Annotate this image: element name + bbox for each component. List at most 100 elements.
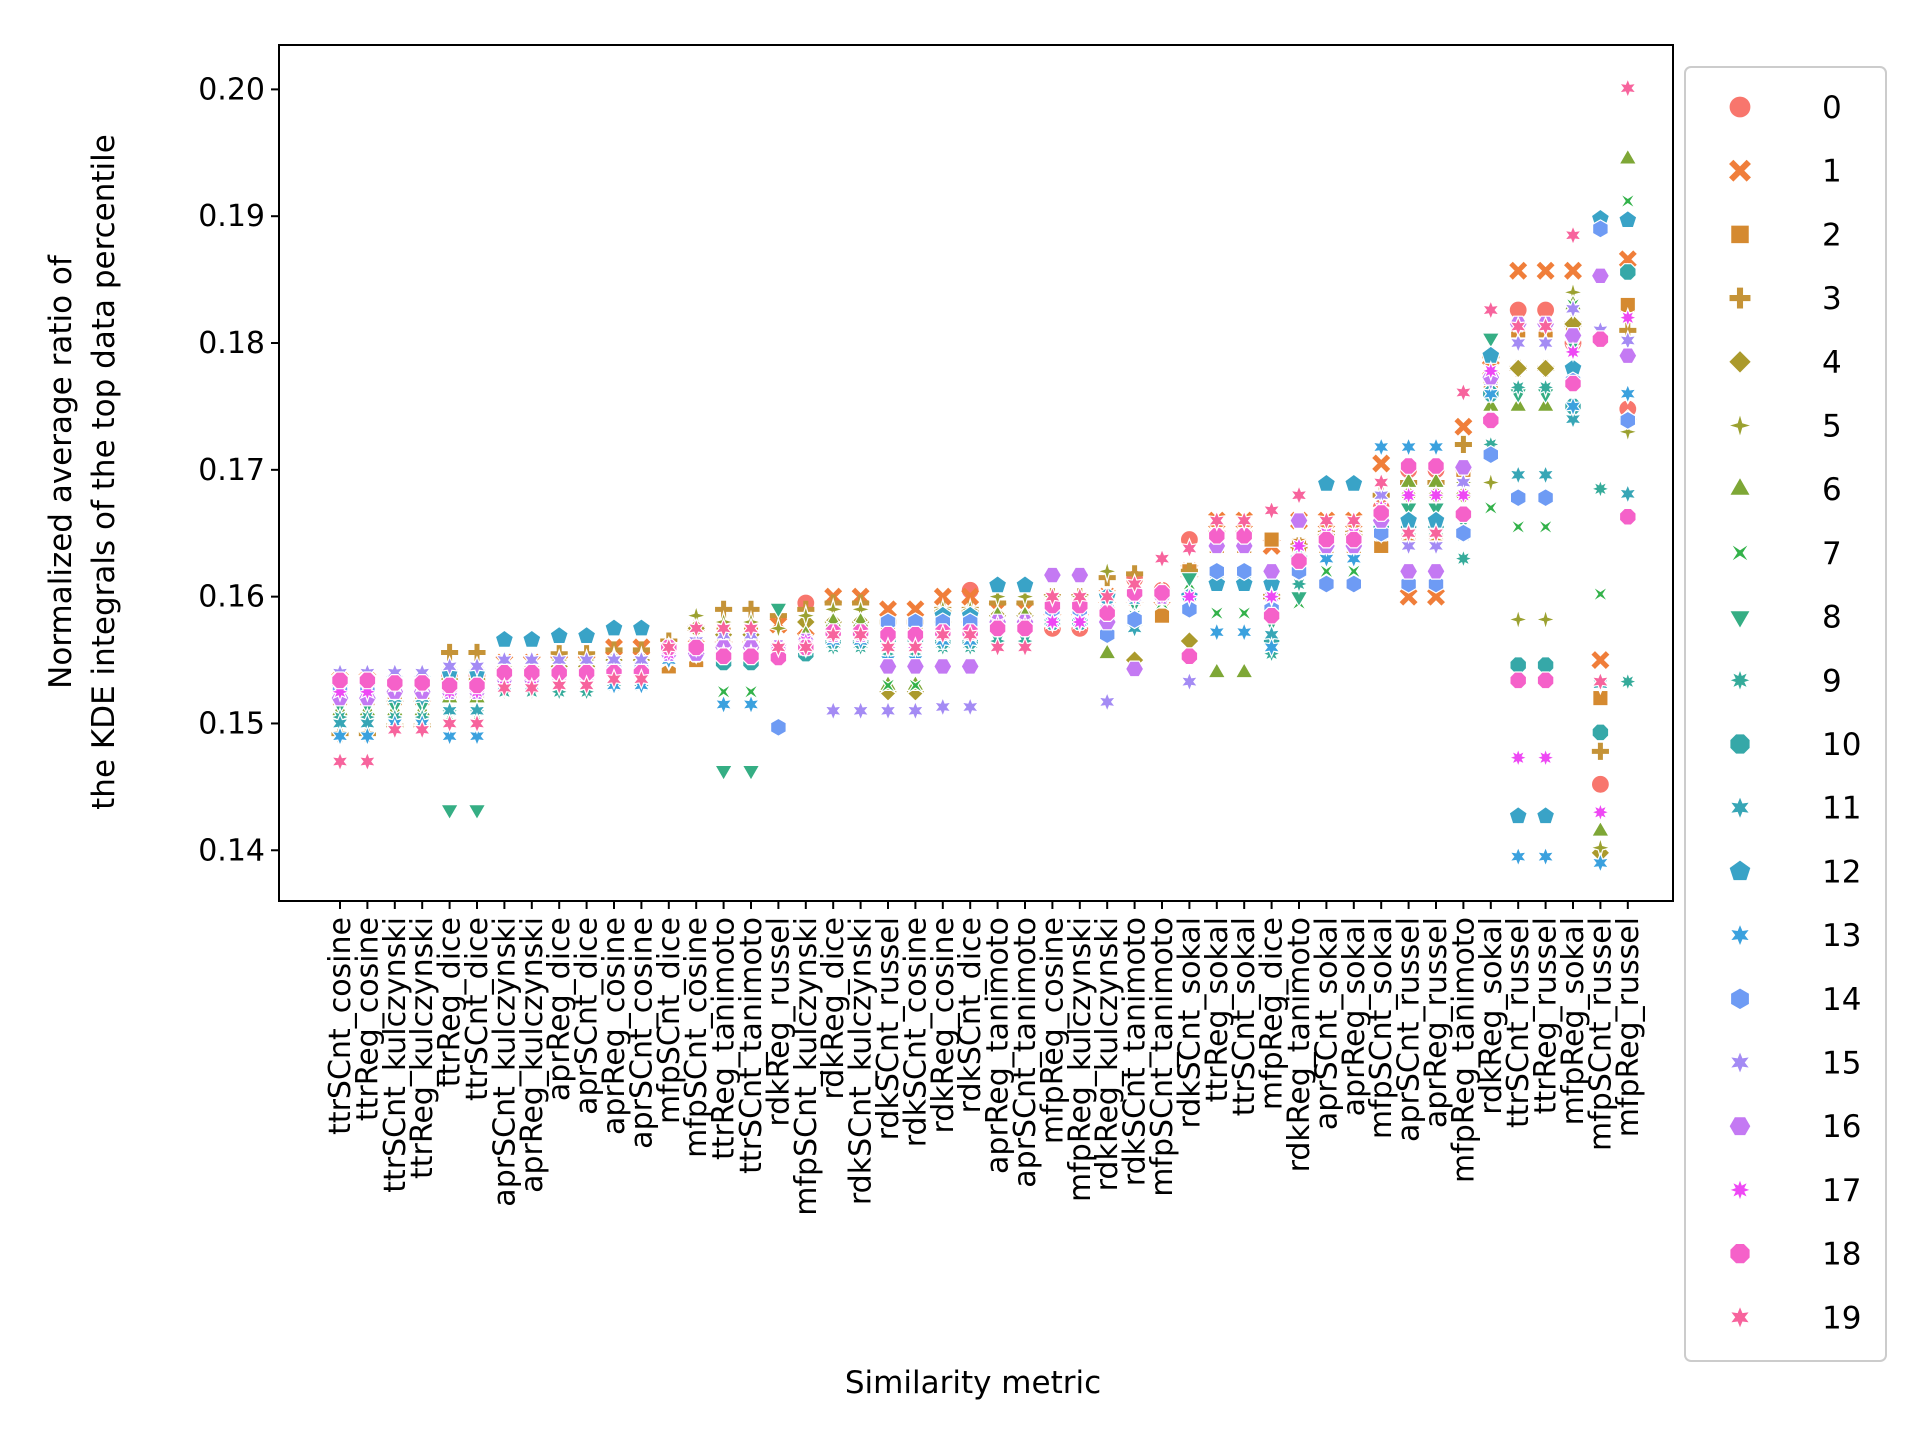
x-tick-label: mfpSCnt_tanimoto xyxy=(1145,917,1180,1197)
x-tick-label: mfpSCnt_russel xyxy=(1583,917,1618,1151)
data-point xyxy=(1345,574,1363,594)
data-point xyxy=(768,602,789,620)
data-point xyxy=(1208,604,1225,622)
data-point xyxy=(687,638,706,657)
legend-marker xyxy=(1728,794,1752,821)
x-tick-label: mfpSCnt_cosine xyxy=(679,917,714,1158)
data-point xyxy=(576,625,597,645)
data-point xyxy=(467,725,487,748)
y-tick-label: 0.14 xyxy=(198,833,265,868)
x-tick-label: ttrSCnt_kulczynski xyxy=(378,917,413,1193)
data-point xyxy=(1590,670,1610,693)
data-point xyxy=(1207,509,1227,532)
legend-label: 17 xyxy=(1822,1173,1861,1209)
legend-marker xyxy=(1728,475,1752,496)
data-point xyxy=(1070,566,1090,584)
data-point xyxy=(1536,332,1556,355)
legend-label: 14 xyxy=(1822,982,1861,1018)
data-point xyxy=(1069,611,1091,633)
data-point xyxy=(549,625,569,645)
data-point xyxy=(1481,332,1501,349)
data-point xyxy=(549,674,569,697)
data-point xyxy=(960,657,980,675)
data-point xyxy=(1507,358,1529,379)
data-point xyxy=(933,623,953,646)
data-point xyxy=(1563,297,1583,320)
x-tick-label: aprSCnt_dice xyxy=(570,917,605,1115)
data-point xyxy=(1371,436,1391,459)
data-point xyxy=(933,695,953,718)
legend-marker xyxy=(1728,1304,1752,1331)
y-axis-title: Normalized average ratio of the KDE inte… xyxy=(43,134,122,810)
data-point xyxy=(1288,573,1310,595)
data-point xyxy=(1453,458,1474,476)
x-tick-label: mfpSCnt_dice xyxy=(652,917,687,1124)
legend-item: 2 xyxy=(1730,217,1842,253)
data-point xyxy=(796,636,816,659)
data-point xyxy=(1562,341,1584,363)
data-point xyxy=(1234,573,1254,593)
legend-label: 7 xyxy=(1822,536,1842,572)
series-13 xyxy=(330,382,1638,874)
x-tick-label: mfpReg_kulczynski xyxy=(1063,917,1098,1202)
data-point xyxy=(933,657,953,675)
data-point xyxy=(1507,376,1529,399)
data-point xyxy=(1153,607,1171,624)
data-point xyxy=(1290,552,1308,571)
legend-marker xyxy=(1730,224,1750,245)
legend-label: 12 xyxy=(1822,854,1861,890)
data-point xyxy=(1344,530,1363,549)
data-point xyxy=(741,693,761,716)
plot-points xyxy=(327,77,1640,874)
x-tick-label: rdkSCnt_kulczynski xyxy=(844,917,879,1205)
x-tick-label: rdkReg_sokal xyxy=(1474,917,1509,1115)
data-point xyxy=(1591,742,1609,760)
data-point xyxy=(960,695,980,718)
data-point xyxy=(1371,471,1391,494)
data-point xyxy=(878,636,898,659)
data-point xyxy=(1178,585,1201,608)
legend-label: 10 xyxy=(1822,727,1861,763)
legend-item: 8 xyxy=(1728,600,1842,636)
data-point xyxy=(631,667,651,691)
legend-marker xyxy=(1729,1242,1751,1265)
data-point xyxy=(741,764,761,782)
data-point xyxy=(713,617,734,640)
legend-marker xyxy=(1730,543,1750,563)
legend-label: 8 xyxy=(1822,600,1842,636)
data-point xyxy=(467,712,487,735)
legend-item: 12 xyxy=(1728,854,1861,890)
x-tick-label: aprSCnt_russel xyxy=(1392,917,1427,1142)
data-point xyxy=(1537,488,1555,508)
data-point xyxy=(1316,473,1337,492)
y-tick-label: 0.17 xyxy=(198,453,265,488)
data-point xyxy=(1344,547,1364,570)
data-point xyxy=(1454,523,1472,543)
legend-item: 6 xyxy=(1728,472,1842,508)
data-point xyxy=(1481,299,1501,322)
legend-item: 14 xyxy=(1729,982,1861,1018)
legend-label: 1 xyxy=(1822,154,1842,190)
data-point xyxy=(1042,566,1063,584)
data-point xyxy=(1506,607,1531,632)
data-point xyxy=(741,617,761,640)
data-point xyxy=(440,676,459,695)
x-tick-label: ttrReg_tanimoto xyxy=(707,917,742,1160)
x-tick-label: rdkReg_cosine xyxy=(926,917,961,1134)
data-point xyxy=(1590,851,1610,874)
y-axis: 0.14 0.15 0.16 0.17 0.18 0.19 0.20 xyxy=(198,72,279,868)
data-point xyxy=(413,673,432,692)
legend-marker xyxy=(1728,1116,1752,1137)
legend-item: 15 xyxy=(1728,1046,1861,1082)
x-tick-label: ttrSCnt_tanimoto xyxy=(734,917,769,1174)
data-point xyxy=(1207,526,1226,545)
data-point xyxy=(1617,306,1639,329)
data-point xyxy=(1536,671,1555,690)
data-point xyxy=(769,717,787,737)
data-point xyxy=(1481,382,1501,405)
legend-item: 18 xyxy=(1729,1237,1861,1273)
data-point xyxy=(1509,261,1528,280)
legend-label: 11 xyxy=(1822,791,1861,827)
x-tick-label: mfpSCnt_sokal xyxy=(1364,917,1399,1139)
data-point xyxy=(1042,585,1062,608)
